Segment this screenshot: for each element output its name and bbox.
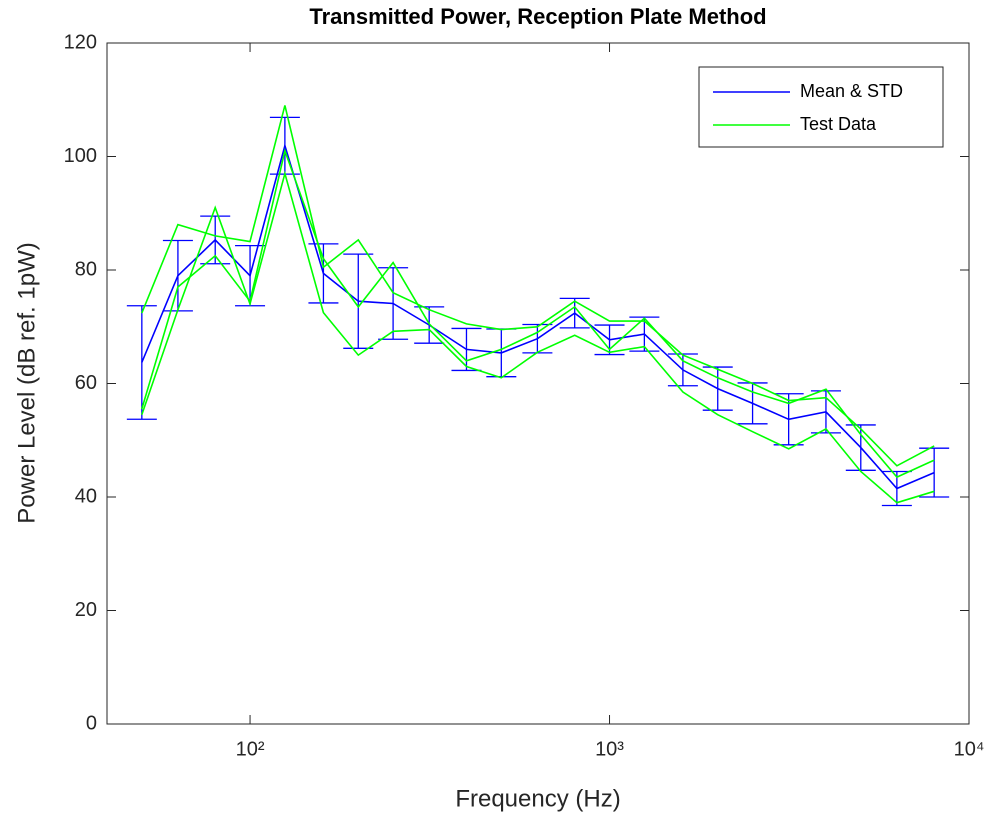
error-bar xyxy=(773,393,804,446)
x-tick-label: 10² xyxy=(236,738,265,760)
x-axis-label: Frequency (Hz) xyxy=(455,785,620,812)
y-tick-label: 100 xyxy=(64,145,97,167)
error-bar xyxy=(629,316,660,352)
error-bar xyxy=(559,297,590,329)
chart-title: Transmitted Power, Reception Plate Metho… xyxy=(309,4,766,29)
legend-box xyxy=(698,66,944,148)
error-bar xyxy=(702,366,733,411)
error-bar xyxy=(378,267,409,340)
y-tick-label: 0 xyxy=(86,712,97,734)
data-line xyxy=(141,170,935,504)
y-tick-label: 120 xyxy=(64,31,97,53)
data-line xyxy=(141,147,935,479)
error-bar xyxy=(126,305,157,420)
x-tick-label: 10⁴ xyxy=(954,738,985,760)
y-axis-label: Power Level (dB ref. 1pW) xyxy=(13,242,40,523)
y-tick-label: 80 xyxy=(75,258,97,280)
error-bar xyxy=(522,323,553,354)
data-line xyxy=(141,105,935,467)
y-tick-label: 20 xyxy=(75,599,97,621)
legend-label: Test Data xyxy=(800,114,877,134)
error-bar xyxy=(414,306,445,344)
y-tick-label: 40 xyxy=(75,485,97,507)
legend-label: Mean & STD xyxy=(800,81,903,101)
error-bar xyxy=(308,243,339,304)
error-bar xyxy=(667,353,698,387)
x-tick-label: 10³ xyxy=(595,738,624,760)
error-bar xyxy=(919,447,950,498)
y-tick-label: 60 xyxy=(75,372,97,394)
